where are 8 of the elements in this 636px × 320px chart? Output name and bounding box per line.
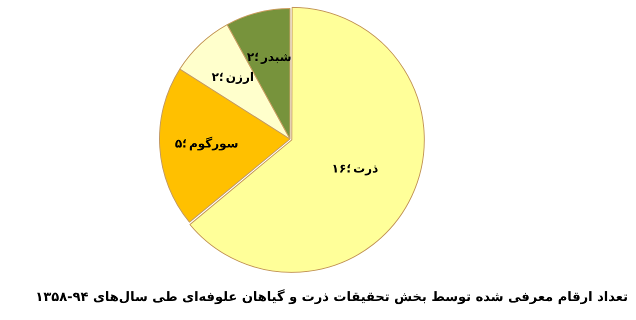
slice-label: سورگوم xyxy=(188,136,238,150)
data-label: ؛۵ xyxy=(174,136,187,150)
data-label: ؛۲ xyxy=(246,50,260,64)
slice-label: ارزن xyxy=(226,70,254,84)
text: تعداد ارقام معرفی شده توسط بخش تحقیقات ذرت و گیاهان علوفه‌ای طی سال‌های ۹۴-۱۳۵۸ xyxy=(35,290,628,305)
data-label: ؛۲ xyxy=(212,70,224,84)
data-label: ؛۱۶ xyxy=(332,162,352,176)
slice-label: ذرت xyxy=(353,162,378,176)
